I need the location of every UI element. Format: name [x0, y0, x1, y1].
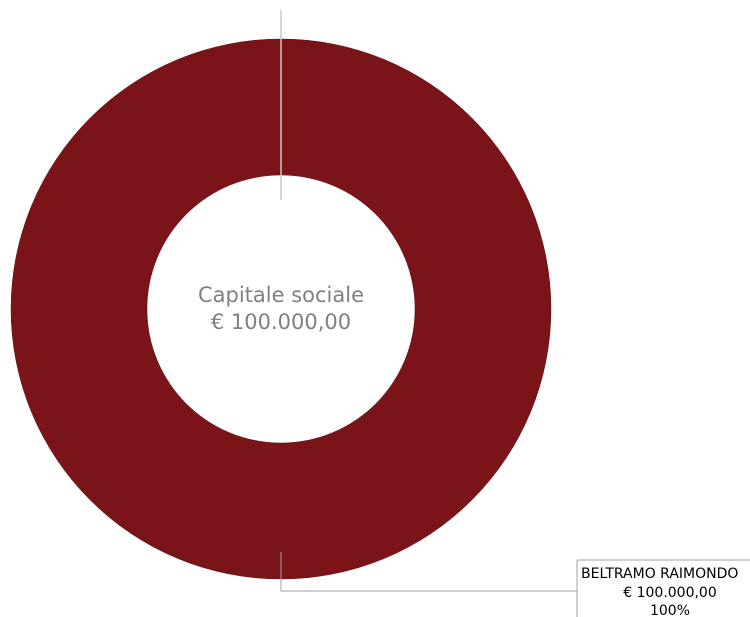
callout-slice-value: € 100.000,00 — [623, 585, 717, 601]
callout-slice-name: BELTRAMO RAIMONDO — [581, 566, 738, 582]
center-value: € 100.000,00 — [211, 310, 351, 334]
callout-slice-percent: 100% — [650, 603, 690, 617]
callout-leader-line — [280, 552, 577, 592]
center-label: Capitale sociale — [198, 283, 364, 307]
